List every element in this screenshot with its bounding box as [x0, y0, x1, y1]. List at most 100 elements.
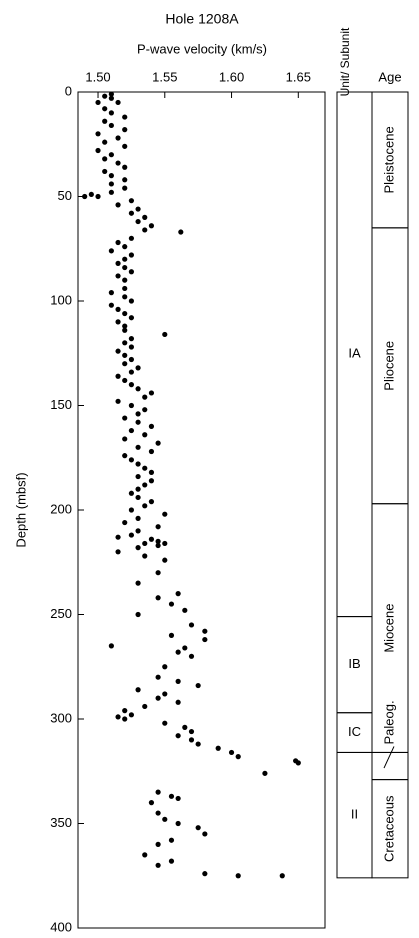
- data-point: [128, 198, 135, 204]
- data-point: [95, 193, 101, 200]
- data-point: [235, 754, 241, 760]
- data-point: [115, 348, 121, 354]
- data-point: [122, 143, 128, 149]
- age-label: Pleistocene: [381, 126, 396, 193]
- unit-header: Unit/ Subunit: [338, 27, 352, 96]
- data-point: [162, 540, 168, 547]
- data-point: [135, 486, 141, 492]
- data-point: [122, 716, 128, 722]
- data-point: [135, 580, 141, 586]
- data-point: [142, 407, 148, 413]
- data-point: [115, 549, 121, 555]
- data-point: [88, 191, 94, 198]
- data-point: [108, 122, 114, 129]
- data-point: [295, 760, 301, 766]
- y-tick-label: 50: [58, 188, 72, 203]
- data-point: [128, 457, 135, 463]
- data-point: [122, 519, 128, 526]
- data-point: [122, 352, 128, 358]
- data-point: [135, 444, 141, 450]
- data-point: [108, 181, 114, 187]
- data-point: [142, 482, 148, 488]
- data-point: [95, 99, 101, 106]
- data-point: [142, 852, 148, 858]
- data-point: [142, 432, 148, 438]
- data-point: [135, 515, 141, 521]
- data-point: [128, 369, 135, 375]
- data-point: [202, 871, 208, 877]
- data-point: [148, 800, 155, 806]
- data-point: [155, 570, 161, 576]
- data-point: [135, 206, 141, 212]
- data-point: [108, 91, 114, 97]
- data-point: [115, 202, 121, 208]
- data-point: [122, 244, 128, 250]
- data-point: [175, 591, 181, 597]
- data-point: [135, 386, 141, 392]
- data-point: [168, 632, 175, 639]
- data-point: [188, 728, 195, 735]
- age-leader: [383, 746, 395, 769]
- data-point: [115, 398, 121, 404]
- data-point: [162, 720, 168, 726]
- data-point: [175, 699, 181, 705]
- data-point: [108, 95, 114, 101]
- data-point: [115, 260, 121, 266]
- data-point: [148, 499, 155, 505]
- data-point: [168, 601, 175, 607]
- data-point: [142, 465, 148, 471]
- data-point: [122, 327, 128, 333]
- data-point: [102, 168, 108, 175]
- data-point: [135, 419, 141, 425]
- data-point: [102, 139, 108, 145]
- data-point: [202, 628, 208, 634]
- data-point: [155, 789, 161, 795]
- y-tick-label: 300: [50, 710, 72, 725]
- data-point: [279, 873, 285, 879]
- data-point: [122, 164, 128, 170]
- data-point: [182, 607, 188, 613]
- data-point: [135, 218, 141, 225]
- data-point: [122, 340, 128, 346]
- data-point: [102, 118, 108, 124]
- x-tick-label: 1.50: [85, 69, 110, 84]
- data-point: [122, 185, 128, 191]
- data-point: [148, 390, 155, 396]
- data-point: [108, 152, 114, 158]
- data-point: [135, 494, 141, 501]
- data-point: [128, 712, 135, 718]
- data-point: [148, 469, 155, 475]
- data-point: [162, 816, 168, 822]
- data-point: [108, 248, 114, 254]
- data-point: [162, 691, 168, 697]
- chart-title: Hole 1208A: [165, 11, 239, 27]
- data-point: [128, 298, 135, 304]
- data-point: [202, 831, 208, 837]
- data-point: [142, 540, 148, 547]
- x-tick-label: 1.60: [219, 69, 244, 84]
- data-point: [82, 193, 88, 200]
- data-point: [155, 440, 161, 446]
- y-tick-label: 100: [50, 292, 72, 307]
- data-point: [128, 269, 135, 275]
- data-point: [155, 695, 161, 701]
- data-point: [122, 310, 128, 317]
- data-point: [148, 478, 155, 484]
- data-point: [188, 622, 195, 628]
- data-point: [115, 714, 121, 720]
- data-point: [202, 636, 208, 643]
- data-point: [175, 678, 181, 684]
- data-point: [142, 703, 148, 710]
- data-point: [115, 306, 121, 312]
- data-point: [155, 524, 161, 530]
- data-point: [122, 453, 128, 459]
- data-point: [128, 427, 135, 434]
- data-point: [128, 490, 135, 496]
- x-tick-label: 1.65: [286, 69, 311, 84]
- y-tick-label: 250: [50, 606, 72, 621]
- plot-frame: [77, 91, 326, 929]
- data-point: [228, 749, 235, 756]
- data-point: [115, 373, 121, 379]
- data-point: [195, 741, 201, 747]
- age-label: Miocene: [381, 604, 396, 653]
